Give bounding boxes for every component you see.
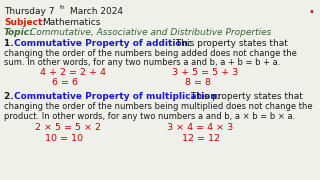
Text: th: th: [60, 5, 66, 10]
Text: 12 = 12: 12 = 12: [182, 134, 220, 143]
Text: changing the order of the numbers being added does not change the: changing the order of the numbers being …: [4, 49, 297, 58]
Text: Subject:: Subject:: [4, 18, 46, 27]
Text: product. In other words, for any two numbers a and b, a × b = b × a.: product. In other words, for any two num…: [4, 112, 295, 121]
Text: 4 + 2 = 2 + 4: 4 + 2 = 2 + 4: [40, 68, 106, 77]
Text: •: •: [308, 7, 314, 17]
Text: sum. In other words, for any two numbers a and b, a + b = b + a.: sum. In other words, for any two numbers…: [4, 58, 280, 67]
Text: changing the order of the numbers being multiplied does not change the: changing the order of the numbers being …: [4, 102, 313, 111]
Text: Commutative, Associative and Distributive Properties: Commutative, Associative and Distributiv…: [30, 28, 271, 37]
Text: Topic:: Topic:: [4, 28, 34, 37]
Text: 3 × 4 = 4 × 3: 3 × 4 = 4 × 3: [167, 123, 233, 132]
Text: Commutative Property of addition:: Commutative Property of addition:: [14, 39, 192, 48]
Text: 2.: 2.: [4, 92, 17, 101]
Text: This property states that: This property states that: [173, 39, 288, 48]
Text: 3 + 5 = 5 + 3: 3 + 5 = 5 + 3: [172, 68, 238, 77]
Text: Commutative Property of multiplication:: Commutative Property of multiplication:: [14, 92, 220, 101]
Text: 10 = 10: 10 = 10: [45, 134, 83, 143]
Text: 2 × 5 = 5 × 2: 2 × 5 = 5 × 2: [35, 123, 101, 132]
Text: This property states that: This property states that: [188, 92, 303, 101]
Text: 6 = 6: 6 = 6: [52, 78, 78, 87]
Text: Mathematics: Mathematics: [42, 18, 100, 27]
Text: March 2024: March 2024: [70, 7, 123, 16]
Text: 8 = 8: 8 = 8: [185, 78, 211, 87]
Text: Thursday 7: Thursday 7: [4, 7, 54, 16]
Text: 1.: 1.: [4, 39, 17, 48]
